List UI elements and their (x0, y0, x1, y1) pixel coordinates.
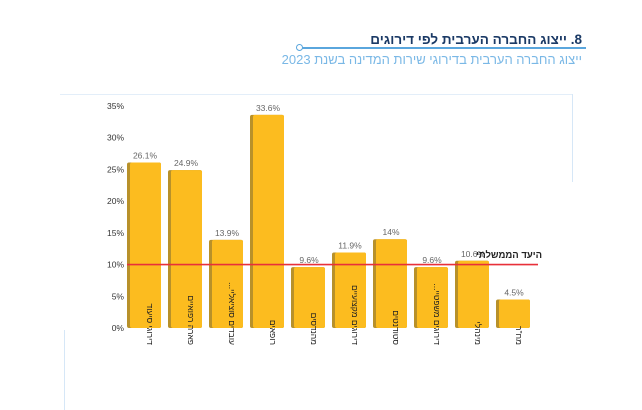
y-tick-label: 35% (107, 101, 124, 111)
frame-left-line (64, 330, 65, 410)
bar (130, 162, 161, 328)
y-tick-label: 0% (112, 323, 125, 333)
data-label: 24.9% (174, 158, 199, 168)
y-tick-label: 10% (107, 260, 124, 270)
chart-subtitle: ייצוג החברה הערבית בדירוגי שירות המדינה … (281, 52, 582, 67)
data-label: 10.6% (461, 249, 486, 259)
bar (458, 260, 489, 328)
frame-top-line (60, 94, 573, 95)
frame-right-line (572, 94, 573, 182)
x-tick-label: מח"ר (514, 326, 524, 345)
y-tick-label: 15% (107, 228, 124, 238)
bar (253, 114, 284, 328)
bar (171, 170, 202, 328)
x-tick-label: דירוגים משפטיי... (432, 283, 442, 345)
chart-title: 8. ייצוג החברה הערבית לפי דירוגים (370, 32, 582, 47)
bars (127, 114, 530, 328)
data-label: 9.6% (422, 255, 442, 265)
x-tick-label: מהנדסים (309, 313, 319, 346)
y-tick-label: 20% (107, 196, 124, 206)
x-tick-label: עובדים סוציאליי... (227, 282, 237, 345)
target-line-group: היעד הממשלתי (127, 250, 542, 266)
bar (376, 239, 407, 328)
data-label: 9.6% (299, 255, 319, 265)
y-tick-label: 25% (107, 164, 124, 174)
x-tick-label: דירוגי סיעוד (145, 304, 155, 346)
data-label: 4.5% (504, 287, 524, 297)
bar (335, 252, 366, 328)
target-line-label: היעד הממשלתי (476, 250, 542, 261)
y-tick-label: 30% (107, 133, 124, 143)
x-axis: דירוגי סיעוד פארה רפואיים עובדים סוציאליי.… (145, 282, 524, 345)
title-underline (300, 47, 586, 49)
data-labels: 26.1% 24.9% 13.9% 33.6% 9.6% 11.9% 14% 9.6% 10.6… (133, 103, 524, 298)
bar (294, 267, 325, 328)
data-label: 11.9% (338, 241, 362, 251)
bar (212, 239, 243, 328)
x-tick-label: רופאים (268, 320, 278, 345)
data-label: 13.9% (215, 228, 240, 238)
data-label: 26.1% (133, 150, 158, 160)
y-axis: 0% 5% 10% 15% 20% 25% 30% 35% (107, 101, 124, 333)
data-label: 33.6% (256, 103, 281, 113)
title-dot-icon (296, 44, 303, 51)
bar (417, 267, 448, 328)
x-tick-label: דירוגים מקצועיים (350, 285, 360, 345)
y-tick-label: 5% (112, 291, 125, 301)
bar (499, 299, 530, 328)
x-tick-label: סטודנטים (391, 310, 401, 345)
data-label: 14% (382, 227, 399, 237)
x-tick-label: פארה רפואיים (186, 295, 196, 345)
x-tick-label: מינהלי (473, 322, 483, 346)
